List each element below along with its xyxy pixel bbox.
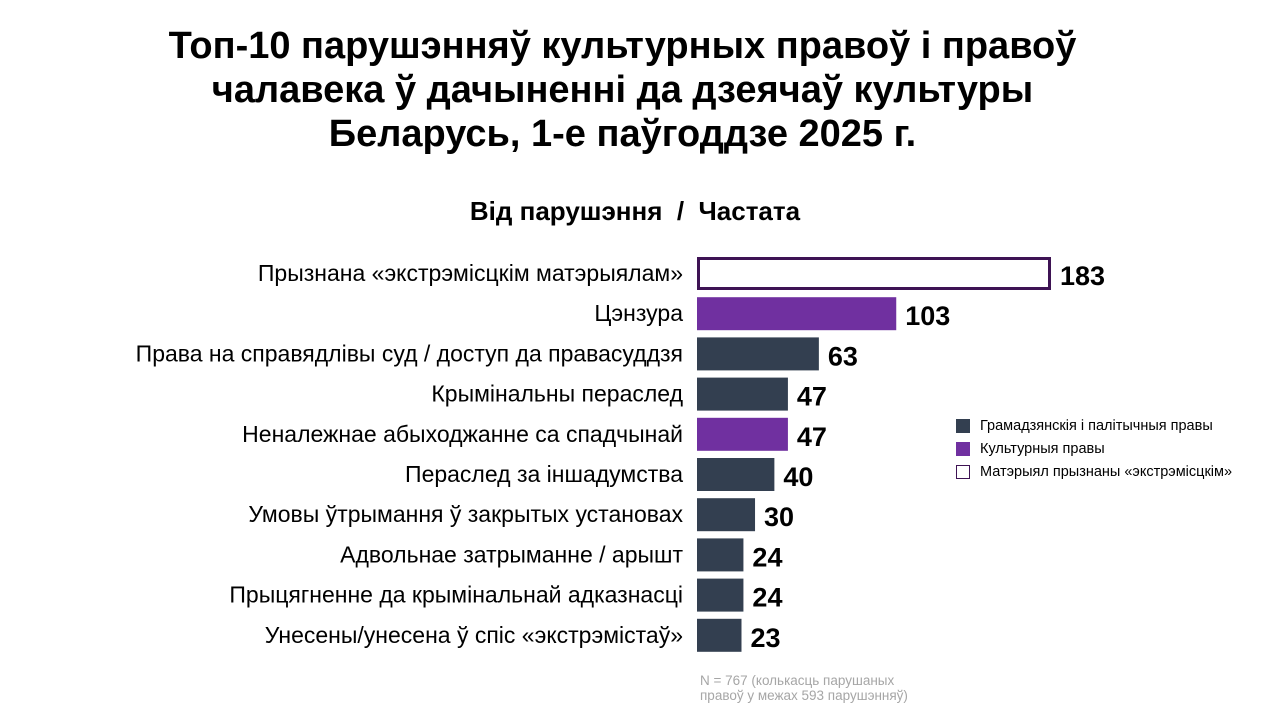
legend-item-civil: Грамадзянскія і палітычныя правы: [956, 415, 1232, 436]
bar: [697, 578, 744, 612]
category-label: Права на справядлівы суд / доступ да пра…: [136, 340, 683, 366]
chart-subtitle: Від парушэння / Частата: [469, 196, 801, 226]
category-label: Крымінальны пераслед: [431, 381, 683, 407]
bar: [697, 498, 756, 532]
footnote: N = 767 (колькасць парушаных правоў у ме…: [700, 673, 1000, 703]
value-label: 103: [905, 301, 950, 331]
category-label: Пераслед за іншадумства: [405, 461, 683, 487]
legend-swatch: [956, 464, 970, 479]
category-label: Унесены/унесена ў спіс «экстрэмістаў»: [265, 622, 683, 648]
legend-swatch: [956, 418, 970, 433]
category-label: Умовы ўтрымання ў закрытых установах: [248, 501, 683, 527]
bar: [697, 337, 819, 371]
chart-title-line: Топ-10 парушэнняў культурных правоў і пр…: [168, 25, 1077, 67]
category-label: Адвольнае затрыманне / арышт: [340, 541, 683, 567]
value-label: 24: [752, 542, 782, 572]
value-label: 63: [828, 341, 858, 371]
chart-title: Топ-10 парушэнняў культурных правоў і пр…: [0, 24, 1245, 156]
legend-item-extremist: Матэрыял прызнаны «экстрэмісцкім»: [956, 461, 1232, 482]
legend-item-cultural: Культурныя правы: [956, 438, 1232, 459]
footnote-line: N = 767 (колькасць парушаных: [700, 673, 895, 688]
legend-label: Культурныя правы: [980, 440, 1105, 457]
value-label: 30: [764, 502, 794, 532]
legend-label: Матэрыял прызнаны «экстрэмісцкім»: [980, 463, 1233, 480]
value-label: 40: [783, 462, 813, 492]
category-label: Прыцягненне да крымінальнай адказнасці: [229, 582, 683, 608]
category-label: Цэнзура: [594, 300, 683, 326]
bar: [697, 377, 788, 411]
bar: [697, 417, 788, 451]
value-label: 24: [752, 583, 782, 613]
value-label: 47: [797, 382, 827, 412]
bar: [697, 257, 1051, 290]
bar: [697, 297, 897, 331]
legend-label: Грамадзянскія і палітычныя правы: [980, 417, 1213, 434]
chart-title-line: Беларусь, 1-е паўгоддзе 2025 г.: [328, 113, 917, 155]
value-label: 183: [1060, 261, 1105, 291]
chart-legend: Грамадзянскія і палітычныя правы Культур…: [956, 415, 1232, 484]
category-label: Прызнана «экстрэмісцкім матэрыялам»: [258, 260, 683, 286]
bar: [697, 538, 744, 572]
footnote-line: правоў у межах 593 парушэнняў): [700, 688, 908, 703]
legend-swatch: [956, 441, 970, 456]
bar: [697, 618, 742, 652]
value-label: 47: [797, 422, 827, 452]
category-label: Неналежнае абыходжанне са спадчынай: [242, 421, 683, 447]
bar: [697, 458, 775, 491]
chart-title-line: чалавека ў дачыненні да дзеячаў культуры: [211, 69, 1034, 111]
value-label: 23: [750, 623, 780, 653]
